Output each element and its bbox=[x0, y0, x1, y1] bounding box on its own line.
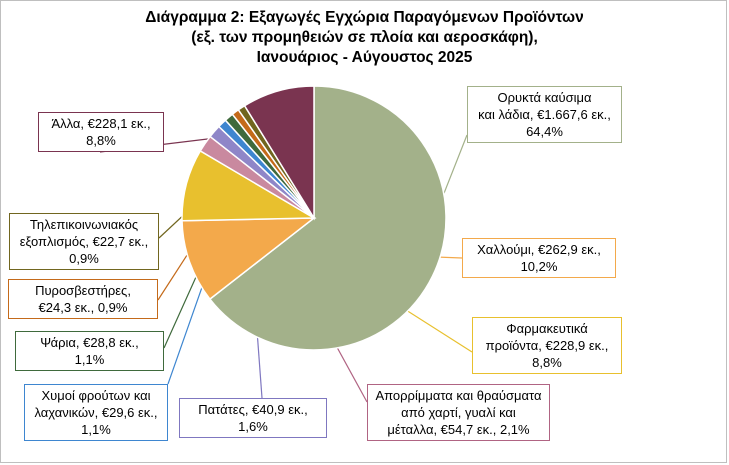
label-line: 64,4% bbox=[526, 124, 563, 139]
label-tilepikoinoniakos: Τηλεπικοινωνιακός εξοπλισμός, €22,7 εκ.,… bbox=[9, 213, 159, 270]
label-line: €24,3 εκ., 0,9% bbox=[38, 300, 128, 315]
chart-title-line-3: Ιανουάριος - Αύγουστος 2025 bbox=[256, 49, 473, 66]
label-line: μέταλλα, €54,7 εκ., 2,1% bbox=[387, 422, 530, 437]
label-line: Τηλεπικοινωνιακός bbox=[29, 217, 139, 232]
label-line: Χυμοί φρούτων και bbox=[41, 388, 151, 403]
label-line: Φαρμακευτικά bbox=[506, 321, 588, 336]
label-line: εξοπλισμός, €22,7 εκ., bbox=[19, 234, 149, 249]
label-line: 1,1% bbox=[81, 422, 111, 437]
label-line: 8,8% bbox=[86, 133, 116, 148]
label-chymoi: Χυμοί φρούτων και λαχανικών, €29,6 εκ., … bbox=[24, 384, 168, 441]
label-line: Απορρίμματα και θραύσματα bbox=[375, 388, 542, 403]
label-line: Ψάρια, €28,8 εκ., bbox=[40, 335, 139, 350]
pie-slice bbox=[208, 85, 447, 351]
label-pyrosvestires: Πυροσβεστήρες, €24,3 εκ., 0,9% bbox=[8, 279, 158, 319]
label-line: 10,2% bbox=[520, 259, 558, 274]
label-line: 1,1% bbox=[74, 352, 105, 367]
label-aporrimmata: Απορρίμματα και θραύσματα από χαρτί, γυα… bbox=[367, 384, 550, 441]
pie-slices bbox=[181, 85, 447, 351]
label-line: 0,9% bbox=[69, 251, 99, 266]
label-line: λαχανικών, €29,6 εκ., bbox=[34, 405, 158, 420]
label-ryktakausima: Ορυκτά καύσιμα και λάδια, €1.667,6 εκ., … bbox=[467, 86, 622, 143]
label-line: Πατάτες, €40,9 εκ., bbox=[198, 402, 308, 417]
label-line: Πυροσβεστήρες, bbox=[35, 283, 131, 298]
label-line: Ορυκτά καύσιμα bbox=[497, 90, 592, 105]
label-alla: Άλλα, €228,1 εκ., 8,8% bbox=[38, 112, 164, 152]
label-psaria: Ψάρια, €28,8 εκ., 1,1% bbox=[15, 331, 164, 371]
label-line: 1,6% bbox=[238, 419, 268, 434]
label-line: προϊόντα, €228,9 εκ., bbox=[485, 338, 609, 353]
pie-slice bbox=[243, 85, 315, 221]
label-halloumi: Χαλλούμι, €262,9 εκ., 10,2% bbox=[462, 238, 616, 278]
label-line: 8,8% bbox=[532, 355, 562, 370]
label-line: Άλλα, €228,1 εκ., bbox=[51, 116, 151, 131]
pie-slice bbox=[181, 217, 317, 301]
label-patates: Πατάτες, €40,9 εκ., 1,6% bbox=[179, 398, 327, 438]
chart-title-line-1: Διάγραμμα 2: Εξαγωγές Εγχώρια Παραγόμενω… bbox=[145, 9, 584, 26]
label-line: Χαλλούμι, €262,9 εκ., bbox=[477, 242, 601, 257]
label-farmakeftika: Φαρμακευτικά προϊόντα, €228,9 εκ., 8,8% bbox=[472, 317, 622, 374]
label-line: και λάδια, €1.667,6 εκ., bbox=[478, 107, 611, 122]
chart-title: Διάγραμμα 2: Εξαγωγές Εγχώρια Παραγόμενω… bbox=[0, 8, 729, 68]
chart-title-line-2: (εξ. των προμηθειών σε πλοία και αεροσκά… bbox=[191, 29, 538, 46]
label-line: από χαρτί, γυαλί και bbox=[401, 405, 516, 420]
